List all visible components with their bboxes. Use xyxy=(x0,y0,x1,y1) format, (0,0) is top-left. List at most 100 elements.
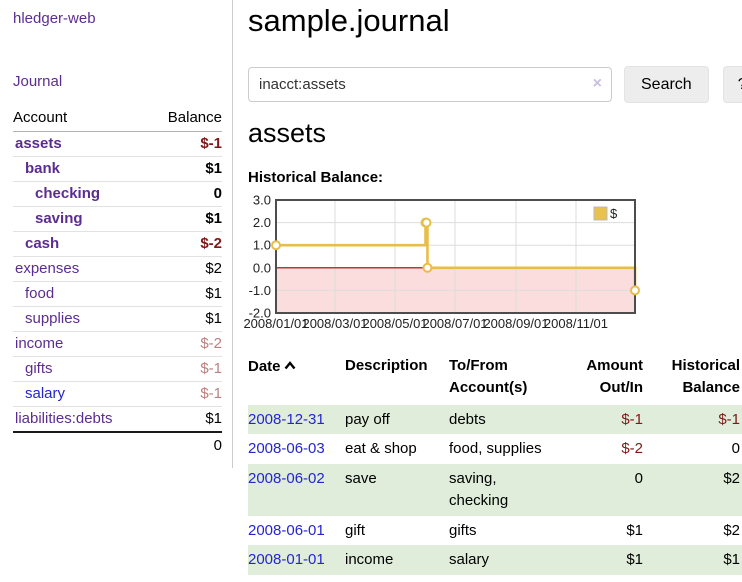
accounts-total-balance: 0 xyxy=(148,431,222,458)
transaction-description: eat & shop xyxy=(345,440,417,458)
y-axis-tick-label: -2.0 xyxy=(249,306,271,321)
accounts-total-row: 0 xyxy=(13,431,222,458)
account-balance: $1 xyxy=(205,285,222,302)
account-row: saving $1 xyxy=(13,207,222,232)
transaction-balance: $2 xyxy=(723,470,740,487)
account-balance: $1 xyxy=(205,160,222,177)
transaction-accounts: debts xyxy=(449,410,486,428)
x-axis-tick-label: 2008/03/01 xyxy=(302,316,367,331)
register-header-balance: Historical Balance xyxy=(671,357,740,396)
accounts-header-balance: Balance xyxy=(148,107,222,132)
transaction-date-link[interactable]: 2008-06-03 xyxy=(248,440,325,458)
account-link-supplies[interactable]: supplies xyxy=(25,310,81,327)
register-header-date[interactable]: Date xyxy=(248,352,345,405)
transaction-amount: $1 xyxy=(626,521,643,539)
account-balance: $1 xyxy=(205,210,222,227)
y-axis-tick-label: 0.0 xyxy=(253,260,271,275)
account-link-checking[interactable]: checking xyxy=(35,185,101,202)
account-row: food $1 xyxy=(13,282,222,307)
help-button[interactable]: ? xyxy=(722,66,742,103)
account-link-assets[interactable]: assets xyxy=(15,135,62,152)
register-header-amount: Amount Out/In xyxy=(586,357,643,396)
account-balance: 0 xyxy=(213,185,222,202)
account-row: liabilities:debts $1 xyxy=(13,407,222,433)
accounts-header-account: Account xyxy=(13,107,149,132)
account-balance: $-1 xyxy=(200,135,222,152)
sidebar: hledger-web Journal Account Balance asse… xyxy=(0,0,233,468)
account-row: checking 0 xyxy=(13,182,222,207)
account-balance: $-1 xyxy=(200,385,222,402)
transaction-balance: $2 xyxy=(723,521,740,539)
transaction-amount: $-2 xyxy=(621,440,643,458)
balance-chart: $3.0 2.0 1.0 0.0 -1.0 -2.02008/01/012008/03/0… xyxy=(243,194,640,331)
transaction-description: pay off xyxy=(345,410,390,428)
account-link-cash[interactable]: cash xyxy=(25,235,60,252)
account-heading: assets xyxy=(248,118,327,148)
x-axis-tick-label: 2008/01/01 xyxy=(243,316,308,331)
transaction-balance: 0 xyxy=(731,440,740,458)
transaction-date-link[interactable]: 2008-06-02 xyxy=(248,470,325,487)
y-axis-tick-label: 1.0 xyxy=(253,238,271,253)
accounts-table-body: assets $-1 bank $1 checking 0 saving $1 cash $-2 e… xyxy=(13,132,222,433)
transaction-balance: $-1 xyxy=(718,410,740,428)
account-link-saving[interactable]: saving xyxy=(35,210,83,227)
register-header-date-label: Date xyxy=(248,358,281,375)
transaction-description: income xyxy=(345,551,394,569)
transaction-amount: $-1 xyxy=(621,410,643,428)
account-balance: $2 xyxy=(205,260,222,277)
y-axis-tick-label: 2.0 xyxy=(253,215,271,230)
transaction-accounts: saving, checking xyxy=(449,470,509,509)
account-row: income $-2 xyxy=(13,332,222,357)
app-brand-link[interactable]: hledger-web xyxy=(13,10,96,27)
account-link-food[interactable]: food xyxy=(25,285,55,302)
register-header-description: Description xyxy=(345,357,428,374)
register-row: 2008-01-01 income salary $1 $1 xyxy=(248,545,742,575)
main-content: sample.journal × Search ? assets Histori… xyxy=(233,0,742,575)
account-row: salary $-1 xyxy=(13,382,222,407)
transaction-accounts: food, supplies xyxy=(449,440,542,458)
transaction-amount: 0 xyxy=(634,470,643,487)
y-axis-tick-label: 3.0 xyxy=(253,194,271,208)
account-link-income[interactable]: income xyxy=(15,335,64,352)
transaction-date-link[interactable]: 2008-06-01 xyxy=(248,521,325,539)
account-link-salary[interactable]: salary xyxy=(25,385,66,402)
page-title: sample.journal xyxy=(248,3,450,38)
account-balance: $-1 xyxy=(200,360,222,377)
sort-ascending-icon xyxy=(284,355,296,377)
account-link-gifts[interactable]: gifts xyxy=(25,360,53,377)
register-row: 2008-06-01 gift gifts $1 $2 xyxy=(248,516,742,546)
register-table-body: 2008-12-31 pay off debts $-1 $-1 2008-06-03 ea… xyxy=(248,404,742,575)
search-button[interactable]: Search xyxy=(624,66,709,103)
search-input[interactable] xyxy=(248,67,612,102)
account-link-bank[interactable]: bank xyxy=(25,160,61,177)
transaction-date-link[interactable]: 2008-12-31 xyxy=(248,410,325,428)
transaction-accounts: salary xyxy=(449,551,490,569)
account-row: assets $-1 xyxy=(13,132,222,157)
chart-data-point xyxy=(421,217,432,228)
chart-data-point xyxy=(271,240,281,251)
chart-title: Historical Balance: xyxy=(248,169,384,186)
y-axis-tick-label: -1.0 xyxy=(249,283,271,298)
account-balance: $1 xyxy=(205,410,222,427)
x-axis-tick-label: 2008/05/01 xyxy=(362,316,427,331)
account-link-liabilities-debts[interactable]: liabilities:debts xyxy=(15,410,113,427)
legend-swatch xyxy=(593,206,608,221)
account-balance: $-2 xyxy=(200,235,222,252)
register-table: Date Description To/From Account(s) Amou… xyxy=(248,352,742,575)
clear-search-icon[interactable]: × xyxy=(592,75,602,92)
transaction-date-link[interactable]: 2008-01-01 xyxy=(248,551,325,569)
account-row: gifts $-1 xyxy=(13,357,222,382)
search-input-wrap: × xyxy=(248,67,612,102)
chart-data-point xyxy=(422,262,433,273)
account-row: supplies $1 xyxy=(13,307,222,332)
chart-data-point xyxy=(630,285,640,296)
account-balance: $1 xyxy=(205,310,222,327)
search-form: × Search ? xyxy=(248,66,742,103)
sidebar-item-journal[interactable]: Journal xyxy=(13,73,63,90)
register-row: 2008-12-31 pay off debts $-1 $-1 xyxy=(248,404,742,435)
account-link-expenses[interactable]: expenses xyxy=(15,260,80,277)
transaction-description: gift xyxy=(345,521,366,539)
legend-label: $ xyxy=(610,206,618,221)
accounts-table: Account Balance assets $-1 bank $1 checking 0… xyxy=(13,107,222,458)
